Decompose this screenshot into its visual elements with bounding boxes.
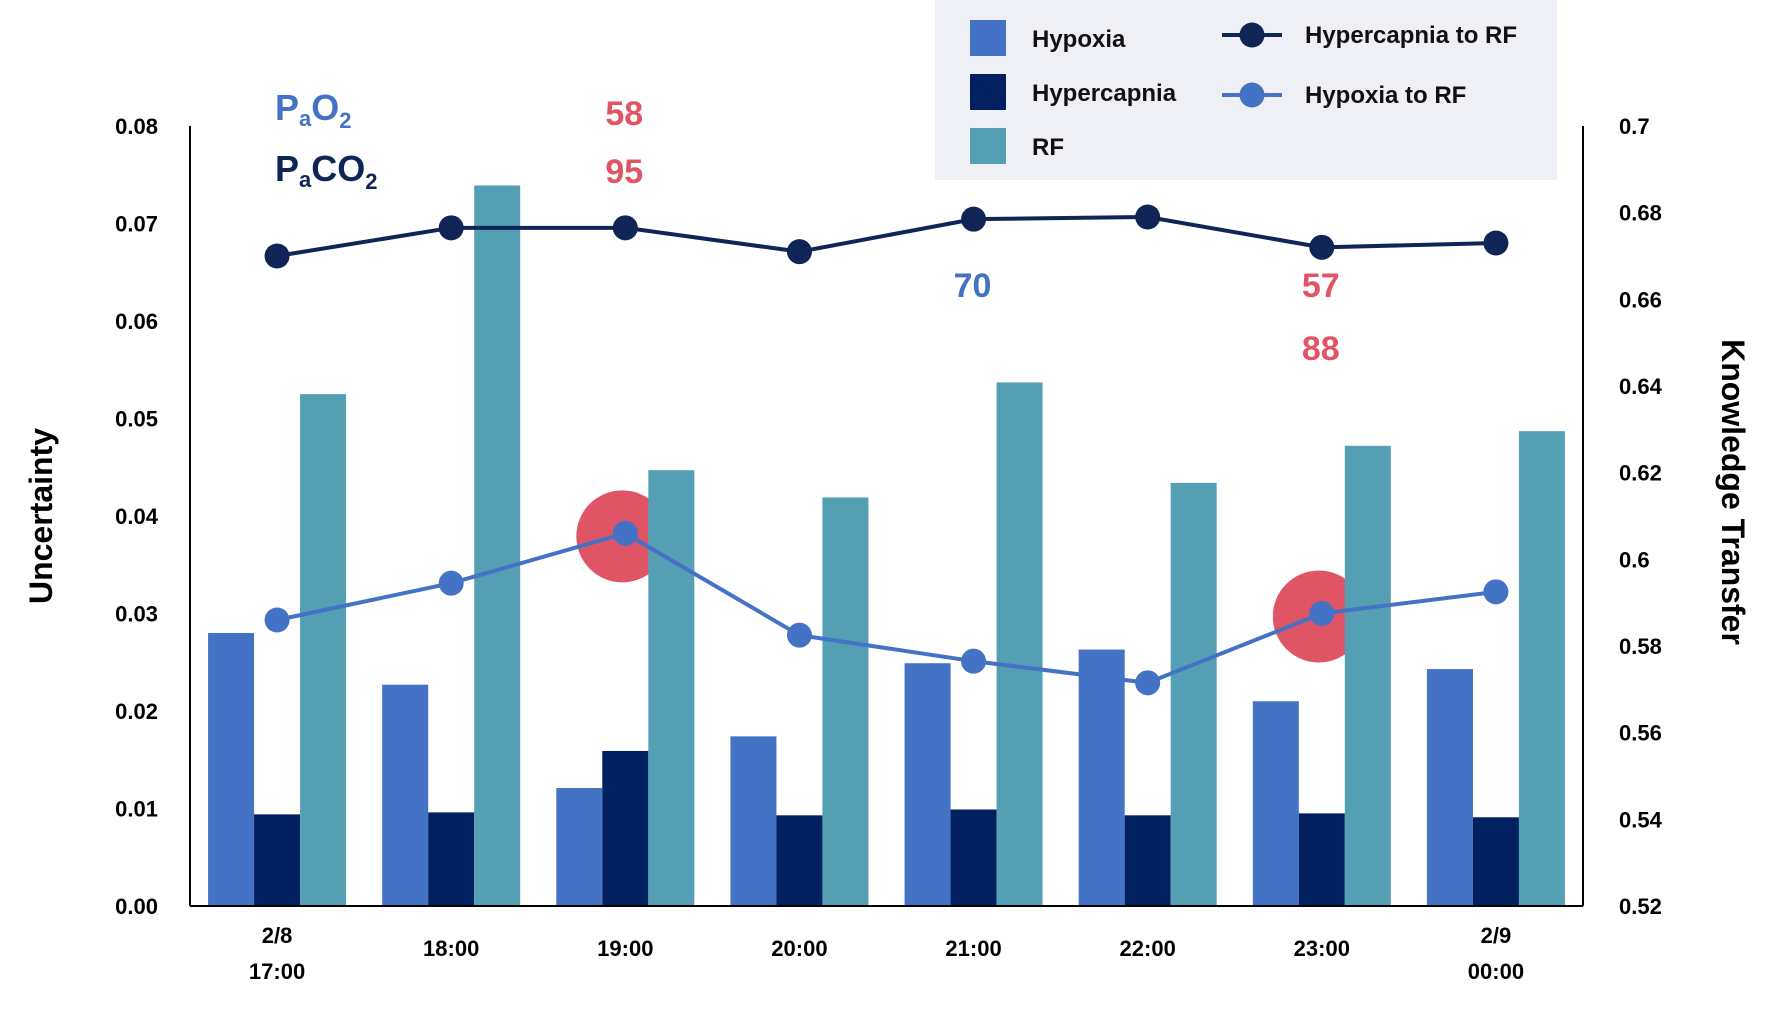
- x-tick-6-0: 23:00: [1294, 936, 1350, 961]
- legend-marker-hypoxia-to-rf: [1239, 82, 1265, 108]
- bar-hypercapnia-6: [1298, 813, 1345, 906]
- y-tick-right-5: 0.62: [1619, 461, 1662, 486]
- line-hypoxia-to-rf: [276, 531, 1497, 685]
- annotation-1: 95: [605, 153, 643, 191]
- point-hypoxia-to-rf-1: [438, 570, 464, 596]
- y-tick-left-3: 0.03: [115, 602, 158, 627]
- point-hypercapnia-to-rf-2: [612, 215, 638, 241]
- point-hypoxia-to-rf-2: [612, 520, 638, 546]
- y-tick-right-0: 0.52: [1619, 894, 1662, 919]
- y-axis-title-left: Uncertainty: [23, 428, 59, 604]
- legend: Hypoxia Hypercapnia RF Hypercapnia to RF Hyp…: [935, 0, 1557, 180]
- legend-swatch-hypoxia: [970, 20, 1006, 56]
- y-tick-left-7: 0.07: [115, 212, 158, 237]
- y-tick-left-4: 0.04: [115, 504, 159, 529]
- x-tick-4-0: 21:00: [945, 936, 1001, 961]
- y-tick-right-8: 0.68: [1619, 201, 1662, 226]
- x-tick-0-1: 17:00: [249, 959, 305, 984]
- y-tick-right-6: 0.64: [1619, 374, 1663, 399]
- x-tick-5-0: 22:00: [1120, 936, 1176, 961]
- legend-label-hypoxia: Hypoxia: [1032, 26, 1126, 53]
- bar-rf-7: [1518, 431, 1565, 906]
- bar-rf-6: [1344, 445, 1391, 906]
- annotation-3: 57: [1302, 267, 1340, 305]
- point-hypercapnia-to-rf-1: [438, 215, 464, 241]
- gas-label-0: PaO2: [275, 87, 352, 133]
- bar-hypercapnia-5: [1124, 815, 1171, 906]
- point-hypercapnia-to-rf-0: [264, 243, 290, 269]
- x-tick-3-0: 20:00: [771, 936, 827, 961]
- point-hypoxia-to-rf-0: [264, 607, 290, 633]
- bar-hypercapnia-4: [950, 809, 997, 906]
- line-hypercapnia-to-rf: [276, 214, 1496, 258]
- point-hypoxia-to-rf-7: [1483, 579, 1509, 605]
- bar-hypoxia-4: [904, 663, 951, 906]
- bar-rf-2: [648, 470, 695, 906]
- bar-rf-4: [996, 382, 1043, 906]
- annotation-4: 88: [1302, 330, 1340, 368]
- y-tick-left-1: 0.01: [115, 797, 158, 822]
- legend-swatch-rf: [970, 128, 1006, 164]
- y-tick-right-2: 0.56: [1619, 721, 1662, 746]
- x-tick-7-0: 2/9: [1481, 923, 1512, 948]
- x-tick-0-0: 2/8: [262, 923, 293, 948]
- bar-rf-1: [474, 185, 521, 907]
- bar-hypercapnia-1: [428, 812, 475, 906]
- bar-hypercapnia-0: [254, 814, 301, 906]
- point-hypercapnia-to-rf-5: [1135, 204, 1161, 230]
- point-hypoxia-to-rf-3: [786, 622, 812, 648]
- x-tick-7-1: 00:00: [1468, 959, 1524, 984]
- legend-marker-hypercapnia-to-rf: [1239, 22, 1265, 48]
- bar-hypercapnia-3: [776, 815, 823, 906]
- legend-label-hypercapnia: Hypercapnia: [1032, 80, 1177, 107]
- y-tick-left-6: 0.06: [115, 309, 158, 334]
- y-tick-right-9: 0.7: [1619, 114, 1650, 139]
- bar-hypoxia-0: [208, 633, 255, 906]
- x-tick-2-0: 19:00: [597, 936, 653, 961]
- y-tick-right-7: 0.66: [1619, 287, 1662, 312]
- bar-hypoxia-2: [556, 788, 603, 906]
- bar-hypoxia-5: [1078, 649, 1125, 906]
- point-hypercapnia-to-rf-7: [1483, 230, 1509, 256]
- x-tick-1-0: 18:00: [423, 936, 479, 961]
- annotation-0: 58: [605, 95, 643, 133]
- legend-label-rf: RF: [1032, 134, 1064, 161]
- y-tick-right-1: 0.54: [1619, 807, 1663, 832]
- y-tick-right-3: 0.58: [1619, 634, 1662, 659]
- legend-swatch-hypercapnia: [970, 74, 1006, 110]
- y-axis-title-right: Knowledge Transfer: [1715, 339, 1751, 645]
- point-hypercapnia-to-rf-6: [1309, 234, 1335, 260]
- bar-rf-0: [300, 394, 347, 906]
- y-tick-left-2: 0.02: [115, 699, 158, 724]
- bar-hypoxia-6: [1252, 701, 1299, 906]
- y-tick-right-4: 0.6: [1619, 547, 1650, 572]
- point-hypoxia-to-rf-5: [1135, 670, 1161, 696]
- bar-rf-5: [1170, 482, 1217, 906]
- bar-hypercapnia-2: [602, 750, 649, 906]
- bar-hypoxia-3: [730, 736, 777, 906]
- point-hypoxia-to-rf-6: [1309, 601, 1335, 626]
- bar-hypoxia-7: [1426, 669, 1473, 906]
- legend-label-hypoxia-to-rf: Hypoxia to RF: [1305, 82, 1466, 109]
- point-hypercapnia-to-rf-4: [961, 206, 987, 232]
- bar-hypercapnia-7: [1472, 817, 1519, 906]
- legend-label-hypercapnia-to-rf: Hypercapnia to RF: [1305, 22, 1517, 49]
- y-tick-left-5: 0.05: [115, 407, 158, 432]
- point-hypoxia-to-rf-4: [961, 648, 987, 674]
- gas-label-1: PaCO2: [275, 148, 378, 194]
- y-tick-left-8: 0.08: [115, 114, 158, 139]
- annotation-2: 70: [954, 267, 992, 305]
- bar-rf-3: [822, 497, 869, 906]
- bar-hypoxia-1: [382, 684, 429, 906]
- point-hypercapnia-to-rf-3: [786, 239, 812, 265]
- y-tick-left-0: 0.00: [115, 894, 158, 919]
